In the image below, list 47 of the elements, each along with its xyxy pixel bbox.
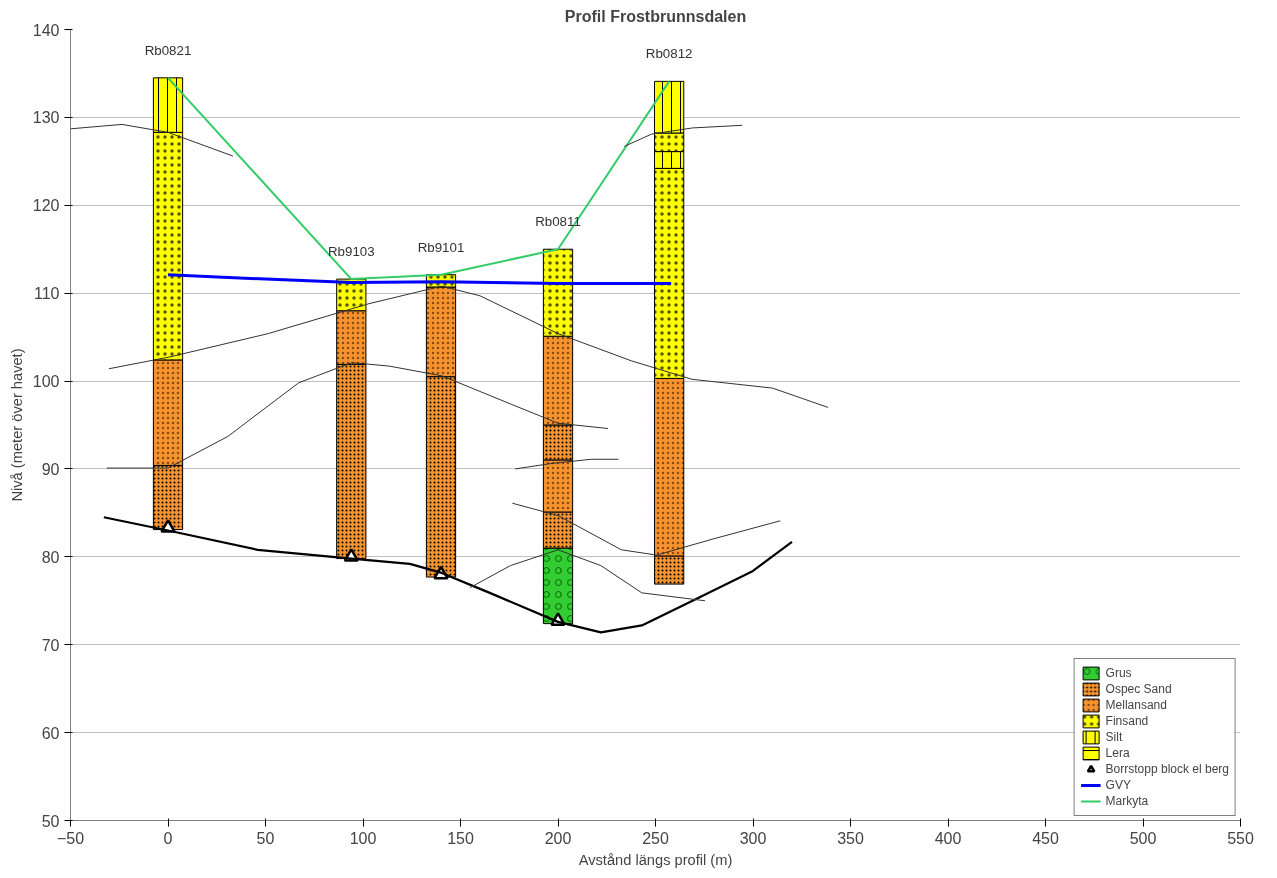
x-tick-label: 100 — [349, 829, 377, 847]
annotation: Rb0812 — [645, 46, 693, 62]
y-tick-label: 90 — [41, 460, 60, 478]
x-tick-label: 350 — [837, 829, 864, 847]
line-series — [166, 273, 673, 285]
y-tick-label: 130 — [32, 109, 60, 127]
x-tick-label: 500 — [1129, 829, 1157, 847]
line-series — [167, 76, 671, 281]
chart-title: Profil Frostbrunnsdalen — [564, 7, 747, 25]
legend-label: GVY — [1105, 777, 1131, 793]
line-series — [70, 123, 234, 157]
x-axis-title: Avstånd längs profil (m) — [578, 851, 733, 868]
line-series — [108, 285, 829, 408]
legend-label: Silt — [1105, 729, 1124, 745]
x-tick-label: 550 — [1227, 829, 1254, 847]
y-tick-label: 100 — [32, 373, 60, 391]
x-tick-label: 200 — [544, 829, 572, 847]
x-tick-label: 50 — [256, 829, 275, 847]
annotation: Rb9103 — [327, 244, 375, 260]
legend-label: Borrstopp block el berg — [1105, 761, 1229, 777]
x-tick-label: 450 — [1032, 829, 1059, 847]
annotation: Rb9101 — [417, 239, 465, 255]
x-tick-label: −50 — [56, 829, 85, 847]
x-tick-label: 150 — [447, 829, 474, 847]
line-series — [469, 549, 706, 602]
y-tick-label: 110 — [33, 285, 60, 303]
x-tick-label: 0 — [163, 829, 173, 847]
line-series — [106, 362, 609, 469]
y-tick-label: 70 — [41, 636, 60, 654]
annotation: Rb0821 — [144, 42, 192, 58]
legend-label: Grus — [1105, 665, 1132, 681]
x-tick-label: 250 — [642, 829, 669, 847]
y-tick-label: 140 — [32, 21, 60, 39]
y-tick-label: 80 — [41, 548, 60, 566]
legend-label: Mellansand — [1105, 697, 1167, 713]
x-tick-label: 400 — [934, 829, 962, 847]
legend-label: Finsand — [1105, 713, 1149, 729]
y-axis-title: Nivå (meter över havet) — [8, 348, 25, 502]
legend-label: Ospec Sand — [1105, 681, 1172, 697]
legend-label: Markyta — [1105, 793, 1149, 809]
line-series — [623, 124, 743, 147]
y-tick-label: 60 — [41, 724, 60, 742]
legend-label: Lera — [1105, 745, 1130, 761]
x-tick-label: 300 — [739, 829, 767, 847]
line-series — [511, 502, 781, 556]
y-tick-label: 50 — [41, 812, 60, 830]
y-tick-label: 120 — [32, 197, 60, 215]
